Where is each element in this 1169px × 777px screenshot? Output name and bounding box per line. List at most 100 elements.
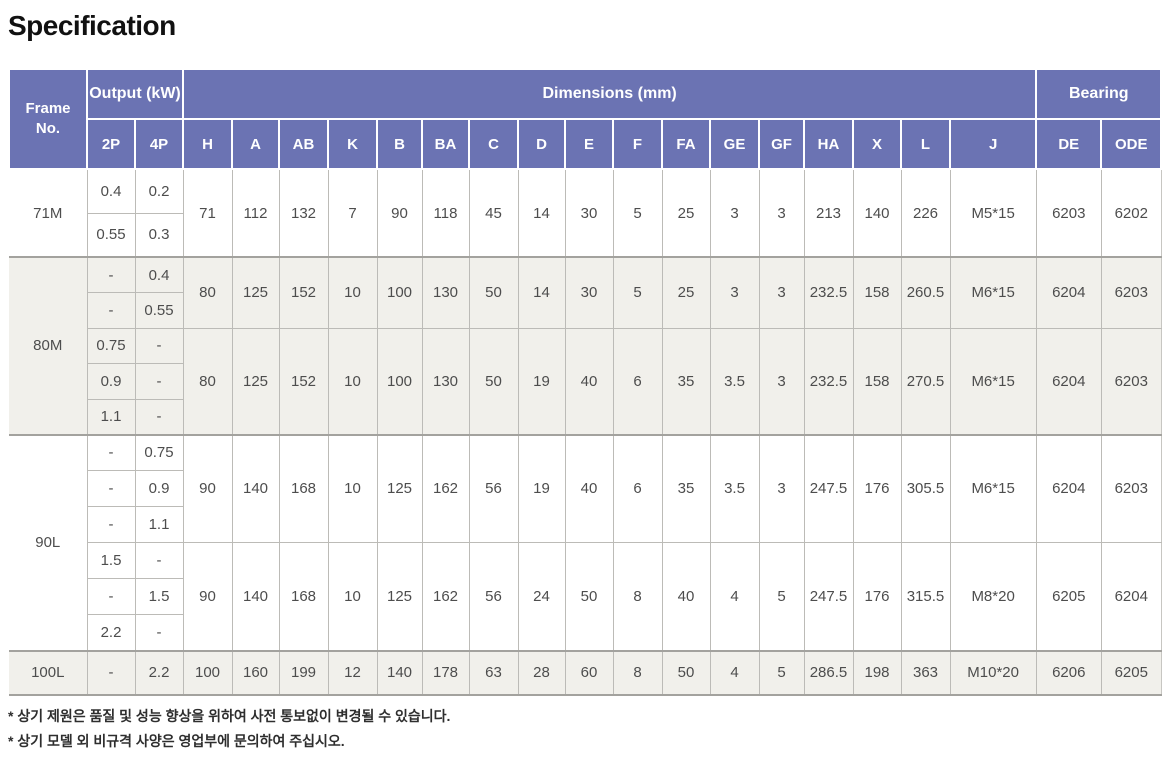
table-row: 1.1- [9, 398, 1161, 435]
frame-no-header: Frame No. [8, 68, 88, 170]
dimension-cell: 6 [612, 433, 663, 543]
output-2p-cell: - [87, 470, 136, 507]
bearing-cell: 6205 [1100, 649, 1162, 695]
dimension-cell: 8 [612, 542, 663, 651]
table-row: 71M 0.4 0.2 71 112 132 7 90 118 45 14 30 5 25 3 3 213 140… [9, 169, 1162, 258]
output-4p-cell: 0.4 [134, 256, 184, 293]
col-header-gf: GF [758, 118, 805, 170]
col-header-4p: 4P [134, 118, 184, 170]
dimension-cell: 50 [468, 256, 519, 329]
col-header-x: X [852, 118, 902, 170]
dimension-cell: 125 [376, 433, 423, 543]
dimension-cell: 3 [758, 169, 805, 258]
dimension-cell: 60 [564, 649, 614, 695]
dimension-cell: 162 [421, 433, 470, 543]
dimension-cell: 40 [661, 542, 711, 651]
col-header-ode: ODE [1100, 118, 1163, 170]
dimension-cell: 130 [421, 256, 470, 329]
dimension-cell: 199 [278, 649, 329, 695]
dimension-cell: 56 [468, 542, 519, 651]
dimension-cell: 6 [612, 327, 663, 435]
dimension-cell: 56 [468, 433, 519, 543]
dimension-cell: 100 [182, 649, 233, 695]
bearing-cell: 6205 [1035, 542, 1102, 651]
dimension-cell: 12 [327, 649, 378, 695]
dimension-cell: 198 [852, 649, 902, 695]
dimension-cell: 3 [709, 256, 760, 329]
dimension-cell: 5 [758, 649, 805, 695]
col-header-fa: FA [661, 118, 711, 170]
dimension-cell: 305.5 [900, 433, 951, 543]
dimension-cell: 40 [564, 327, 614, 435]
table-header: Frame No. Output (kW) Dimensions (mm) Be… [8, 68, 1163, 170]
dimension-cell: 226 [900, 169, 951, 258]
output-2p-cell: 2.2 [87, 614, 136, 651]
dimension-cell: 158 [852, 327, 902, 435]
col-header-ab: AB [278, 118, 329, 170]
dimension-cell: 125 [376, 542, 423, 651]
output-4p-cell: - [134, 542, 184, 579]
dimension-cell: 50 [564, 542, 614, 651]
bearing-header: Bearing [1035, 68, 1163, 120]
output-2p-cell: 0.75 [87, 327, 136, 364]
header-group-row: Frame No. Output (kW) Dimensions (mm) Be… [8, 68, 1163, 170]
output-2p-cell: - [87, 292, 136, 329]
bearing-cell: 6206 [1035, 649, 1102, 695]
output-4p-cell: 1.1 [134, 506, 184, 543]
dimension-cell: 140 [231, 433, 280, 543]
dimension-cell: 160 [231, 649, 280, 695]
dimension-cell: 270.5 [900, 327, 951, 435]
bearing-cell: 6203 [1100, 433, 1162, 543]
frame-no-cell: 90L [9, 433, 88, 651]
dimension-cell: 35 [661, 433, 711, 543]
page-title: Specification [8, 10, 176, 41]
dimension-cell: 125 [231, 256, 280, 329]
dimension-cell: 80 [182, 327, 233, 435]
table-row: -0.9 [9, 470, 1161, 507]
dimension-cell: 4 [709, 542, 760, 651]
dimension-cell: 152 [278, 327, 329, 435]
dimension-cell: 35 [661, 327, 711, 435]
dimension-cell: 247.5 [803, 433, 854, 543]
header-sub-row: 2P 4P H A AB K B BA C D E F FA GE GF HA X L J DE ODE [9, 118, 1163, 170]
dimension-cell: 28 [517, 649, 566, 695]
dimension-cell: 10 [327, 327, 378, 435]
frame-no-cell: 71M [9, 169, 88, 258]
dimension-cell: 140 [852, 169, 902, 258]
dimension-cell: 3 [758, 256, 805, 329]
table-row: -1.1 [9, 506, 1161, 543]
dimension-cell: 232.5 [803, 256, 854, 329]
specification-table: Frame No. Output (kW) Dimensions (mm) Be… [8, 68, 1163, 696]
frame-no-cell: 100L [9, 649, 88, 695]
footnote-1: * 상기 제원은 품질 및 성능 향상을 위하여 사전 통보없이 변경될 수 있… [8, 707, 451, 724]
dimension-cell: 4 [709, 649, 760, 695]
output-2p-cell: - [86, 256, 136, 293]
dimension-cell: 10 [327, 256, 378, 329]
col-header-f: F [612, 118, 663, 170]
output-4p-cell: 0.3 [134, 212, 184, 258]
output-2p-cell: 0.55 [87, 212, 136, 258]
col-header-a: A [231, 118, 280, 170]
col-header-j: J [948, 118, 1038, 170]
dimension-cell: 25 [661, 169, 711, 258]
col-header-h: H [182, 118, 233, 170]
dimension-cell: 3 [758, 433, 805, 543]
dimension-cell: 363 [900, 649, 951, 695]
dimension-cell: 152 [278, 256, 329, 329]
spec-page: Specification Frame No. Output (kW) Dime… [8, 10, 1163, 749]
output-4p-cell: 0.75 [134, 433, 184, 471]
dimension-cell: M10*20 [949, 649, 1037, 695]
dimension-cell: 19 [517, 327, 566, 435]
col-header-l: L [900, 118, 951, 170]
col-header-b: B [376, 118, 423, 170]
dimension-cell: 8 [612, 649, 663, 695]
dimension-cell: 100 [376, 256, 423, 329]
output-2p-cell: 1.5 [87, 542, 136, 579]
col-header-ba: BA [421, 118, 470, 170]
dimension-cell: 50 [661, 649, 711, 695]
dimension-cell: 90 [182, 542, 233, 651]
output-2p-cell: 0.4 [86, 169, 136, 214]
dimension-cell: 132 [278, 169, 329, 258]
bearing-cell: 6203 [1035, 169, 1102, 258]
output-2p-cell: - [86, 433, 136, 471]
